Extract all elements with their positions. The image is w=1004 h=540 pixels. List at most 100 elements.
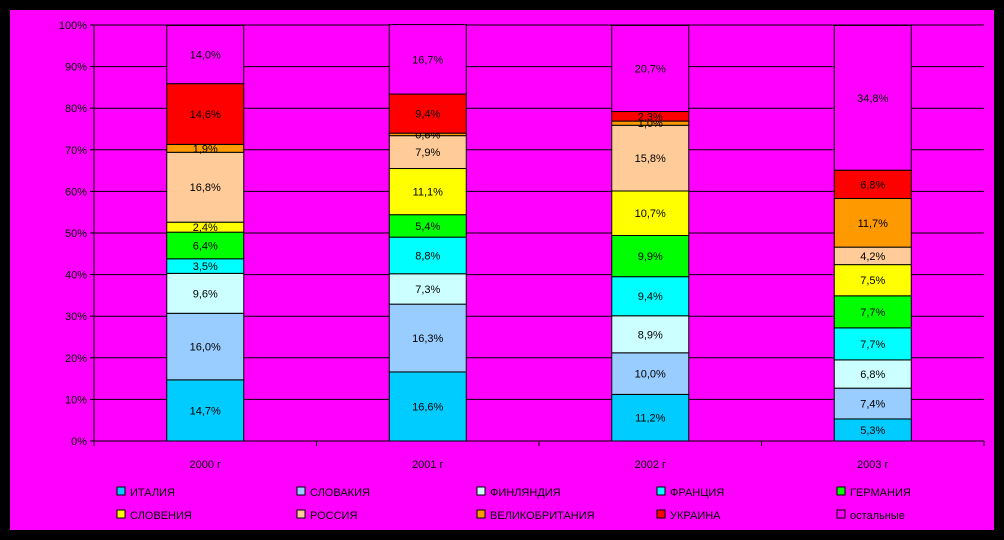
data-label: 7,9% [415,147,440,159]
data-label: 7,7% [860,307,885,319]
legend-swatch [116,486,126,496]
legend-label: ВЕЛИКОБРИТАНИЯ [490,510,595,522]
bar-segment-россия [611,124,690,192]
bar-segment-германия [611,234,690,278]
y-tick-label: 10% [65,394,87,406]
data-label: 16,7% [412,54,443,66]
bar-segment-украина [833,169,912,199]
bar-segment-финляндия [833,359,912,389]
bar-segment-финляндия [611,315,690,354]
data-label: 3,5% [193,261,218,273]
bar-segment-остальные [611,24,690,113]
legend-swatch [476,509,486,519]
y-tick-label: 60% [65,186,87,198]
legend-swatch [836,486,846,496]
bar-segment-словения [388,168,467,216]
legend-label: СЛОВЕНИЯ [130,510,192,522]
data-label: 7,4% [860,399,885,411]
y-tick-label: 100% [59,20,87,32]
data-label: 16,3% [412,333,443,345]
data-label: 5,4% [415,221,440,233]
bar-segment-словения [833,264,912,297]
bar-segment-словакия [833,387,912,420]
y-tick-label: 50% [65,228,87,240]
x-tick-label: 2000 г [189,459,221,471]
data-label: 16,8% [190,182,221,194]
data-label: 9,6% [193,288,218,300]
data-label: 6,8% [860,369,885,381]
legend-swatch [296,509,306,519]
data-label: 8,9% [638,329,663,341]
bar-segment-остальные [833,24,912,171]
data-label: 1,9% [193,143,218,155]
legend-swatch [656,509,666,519]
legend-label: РОССИЯ [310,510,357,522]
data-label: 6,4% [193,240,218,252]
bar-segment-франция [611,276,690,317]
bar-segment-россия [388,135,467,170]
legend-label: УКРАИНА [670,510,721,522]
stacked-bar-chart: 0% 10% 20% 30% 40% 50% 60% 70% 80% 90% 100% 14,7% 16… [59,20,985,522]
data-label: 1,0% [638,118,663,130]
x-tick-label: 2002 г [634,459,666,471]
bar-segment-финляндия [388,273,467,305]
data-label: 5,3% [860,425,885,437]
y-tick-label: 30% [65,311,87,323]
data-label: 10,7% [635,208,666,220]
x-tick-label: 2003 г [857,459,889,471]
legend-swatch [656,486,666,496]
data-label: 14,0% [190,50,221,62]
legend-swatch [116,509,126,519]
y-tick-label: 40% [65,270,87,282]
bar-segment-италия [388,371,467,442]
legend-label: ФИНЛЯНДИЯ [490,487,561,499]
data-label: 8,8% [415,250,440,262]
y-tick-label: 70% [65,145,87,157]
data-label: 9,4% [415,109,440,121]
data-label: 10,0% [635,369,666,381]
x-tick-label: 2001 г [412,459,444,471]
data-label: 14,6% [190,109,221,121]
bar-segment-остальные [166,24,245,85]
data-label: 16,0% [190,342,221,354]
bar-segment-словакия [166,312,245,381]
data-label: 11,2% [635,413,666,425]
data-label: 2,3% [638,111,663,123]
y-tick-label: 80% [65,103,87,115]
data-label: 16,6% [412,401,443,413]
bar-segment-словения [611,190,690,236]
bar-segment-украина [166,83,245,145]
bar-segment-словакия [611,352,690,395]
data-label: 14,7% [190,405,221,417]
bar-segment-франция [388,236,467,275]
legend-swatch [836,509,846,519]
legend-swatch [296,486,306,496]
chart-area: 0% 10% 20% 30% 40% 50% 60% 70% 80% 90% 100% 14,7% 16… [10,10,994,530]
data-label: 34,8% [857,93,888,105]
legend-label: ФРАНЦИЯ [670,487,724,499]
bar-segment-россия [166,151,245,223]
y-tick-label: 20% [65,353,87,365]
legend-label: ИТАЛИЯ [130,487,175,499]
data-label: 6,8% [860,179,885,191]
data-label: 9,4% [638,291,663,303]
data-label: 4,2% [860,251,885,263]
data-label: 7,5% [860,275,885,287]
legend-label: СЛОВАКИЯ [310,487,370,499]
bar-segment-германия [833,295,912,329]
bar-segment-украина [388,93,467,134]
bar-segment-словакия [388,303,467,373]
bar-segment-франция [833,327,912,361]
y-tick-label: 0% [71,436,87,448]
data-label: 15,8% [635,153,666,165]
data-label: 20,7% [635,63,666,75]
bar-segment-италия [611,393,690,442]
data-label: 7,7% [860,339,885,351]
y-tick-label: 90% [65,62,87,74]
legend-label: остальные [850,510,905,522]
data-label: 7,3% [415,284,440,296]
data-label: 2,4% [193,222,218,234]
bar-segment-остальные [388,24,467,95]
legend-swatch [476,486,486,496]
